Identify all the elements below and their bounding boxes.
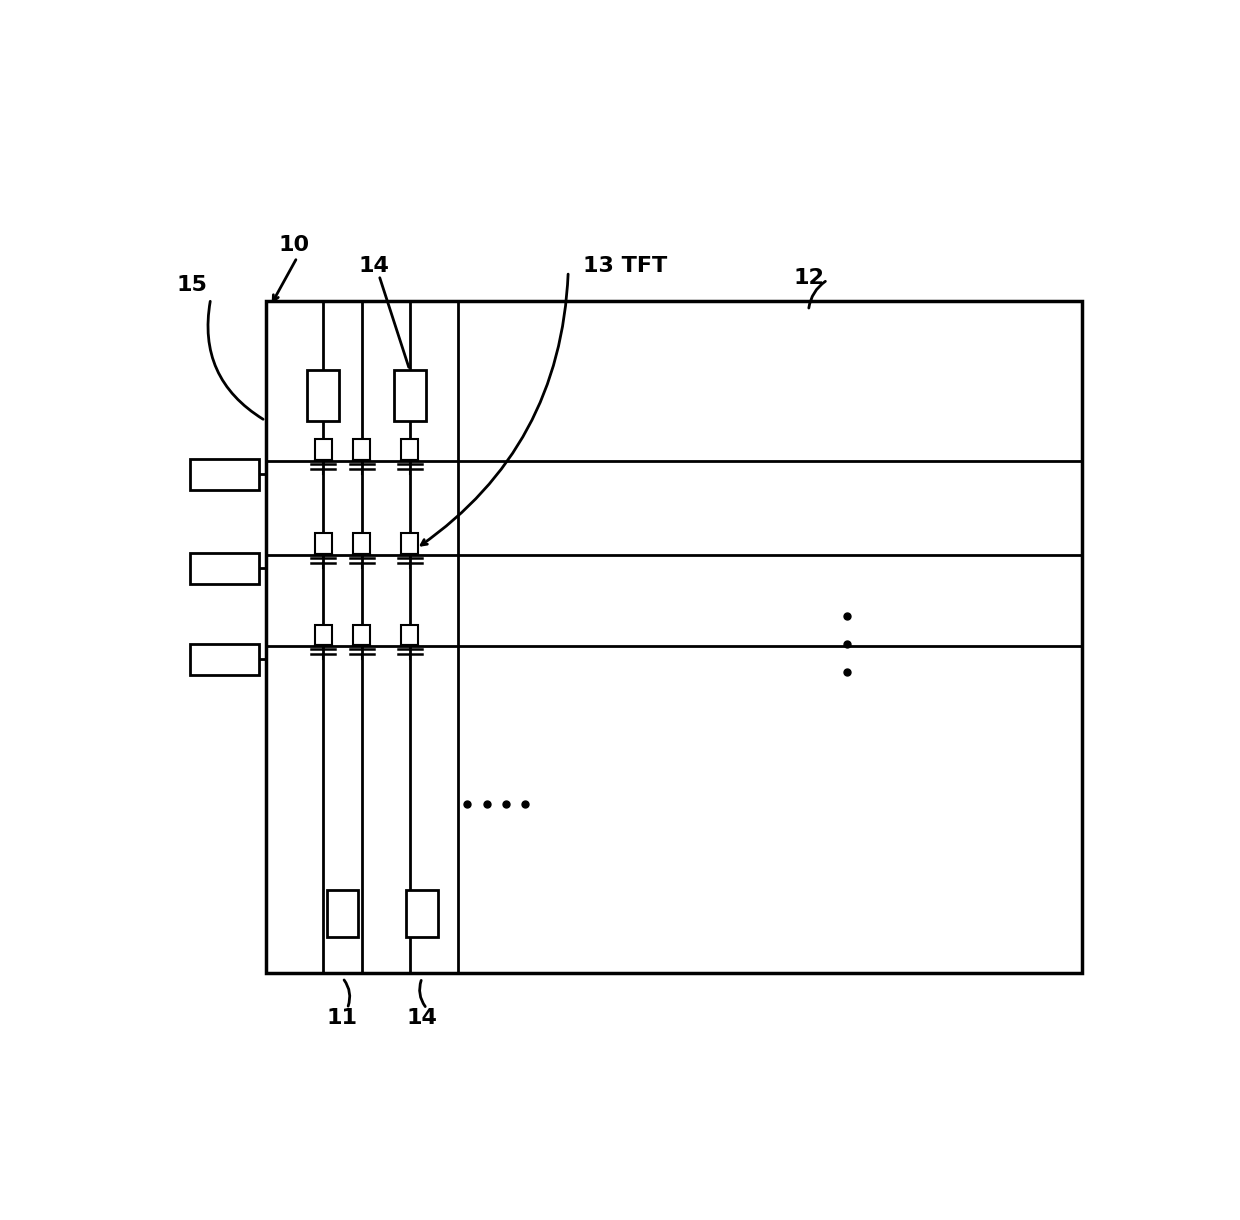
Bar: [353, 625, 371, 645]
Text: 11: 11: [327, 1008, 358, 1028]
Bar: [353, 439, 371, 460]
Bar: [394, 370, 425, 421]
Bar: [190, 644, 259, 675]
Text: 14: 14: [358, 256, 389, 276]
Text: 12: 12: [794, 268, 823, 288]
Bar: [308, 370, 339, 421]
Bar: [407, 891, 438, 937]
Text: 10: 10: [279, 235, 310, 255]
Bar: [401, 625, 418, 645]
Text: 15: 15: [176, 276, 207, 295]
Bar: [190, 459, 259, 489]
Text: 14: 14: [407, 1008, 438, 1028]
Bar: [315, 533, 332, 554]
Bar: [265, 301, 1083, 974]
Bar: [315, 625, 332, 645]
Bar: [315, 439, 332, 460]
Bar: [353, 533, 371, 554]
Bar: [190, 553, 259, 583]
Bar: [401, 439, 418, 460]
Text: 13 TFT: 13 TFT: [583, 256, 667, 276]
Bar: [326, 891, 358, 937]
Bar: [401, 533, 418, 554]
